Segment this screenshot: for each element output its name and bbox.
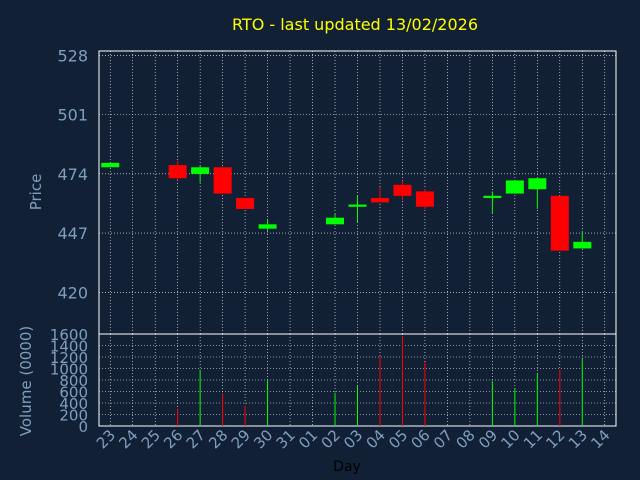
price-axis-label: Price (27, 174, 45, 211)
volume-y-tick-label: 200 (59, 407, 88, 425)
volume-y-tick-label: 1600 (50, 326, 88, 344)
price-grid (99, 51, 616, 334)
candle-body (236, 197, 255, 209)
candles (101, 160, 592, 251)
candle-body (370, 197, 389, 203)
chart-title: RTO - last updated 13/02/2026 (232, 15, 478, 34)
volume-y-tick-label: 1400 (50, 338, 88, 356)
price-y-tick-label: 447 (57, 224, 88, 243)
volume-y-tick-label: 800 (59, 372, 88, 390)
candle-body (191, 167, 210, 174)
volume-bars (177, 336, 583, 426)
candle-body (326, 217, 345, 225)
x-tick-labels: 2324252627282930310102030405060708091011… (93, 426, 614, 452)
candle-body (505, 180, 524, 194)
candle-body (550, 195, 569, 251)
volume-axis-label: Volume (0000) (17, 326, 35, 436)
candle-body (415, 191, 434, 207)
candle-body (393, 184, 412, 196)
volume-y-tick-label: 1200 (50, 349, 88, 367)
volume-y-tick-label: 400 (59, 395, 88, 413)
candle-body (213, 167, 232, 194)
volume-y-tick-label: 1000 (50, 361, 88, 379)
candle-body (101, 162, 120, 168)
candle-body (483, 195, 502, 198)
price-y-tick-label: 474 (57, 165, 88, 184)
price-y-ticks: 528 501 474 447 420 (57, 46, 88, 302)
volume-y-tick-label: 600 (59, 384, 88, 402)
x-axis-label: Day (333, 459, 361, 475)
candle-body (348, 204, 367, 207)
x-tick-label: 14 (587, 426, 613, 452)
price-y-tick-label: 420 (57, 283, 88, 302)
price-y-tick-label: 528 (57, 46, 88, 65)
price-panel: 528 501 474 447 420 Price (27, 46, 617, 335)
candle-body (573, 241, 592, 249)
candle-body (258, 224, 277, 229)
candle-body (528, 178, 547, 190)
candle-body (168, 165, 187, 179)
price-y-tick-label: 501 (57, 106, 88, 125)
volume-y-tick-label: 0 (78, 418, 88, 436)
